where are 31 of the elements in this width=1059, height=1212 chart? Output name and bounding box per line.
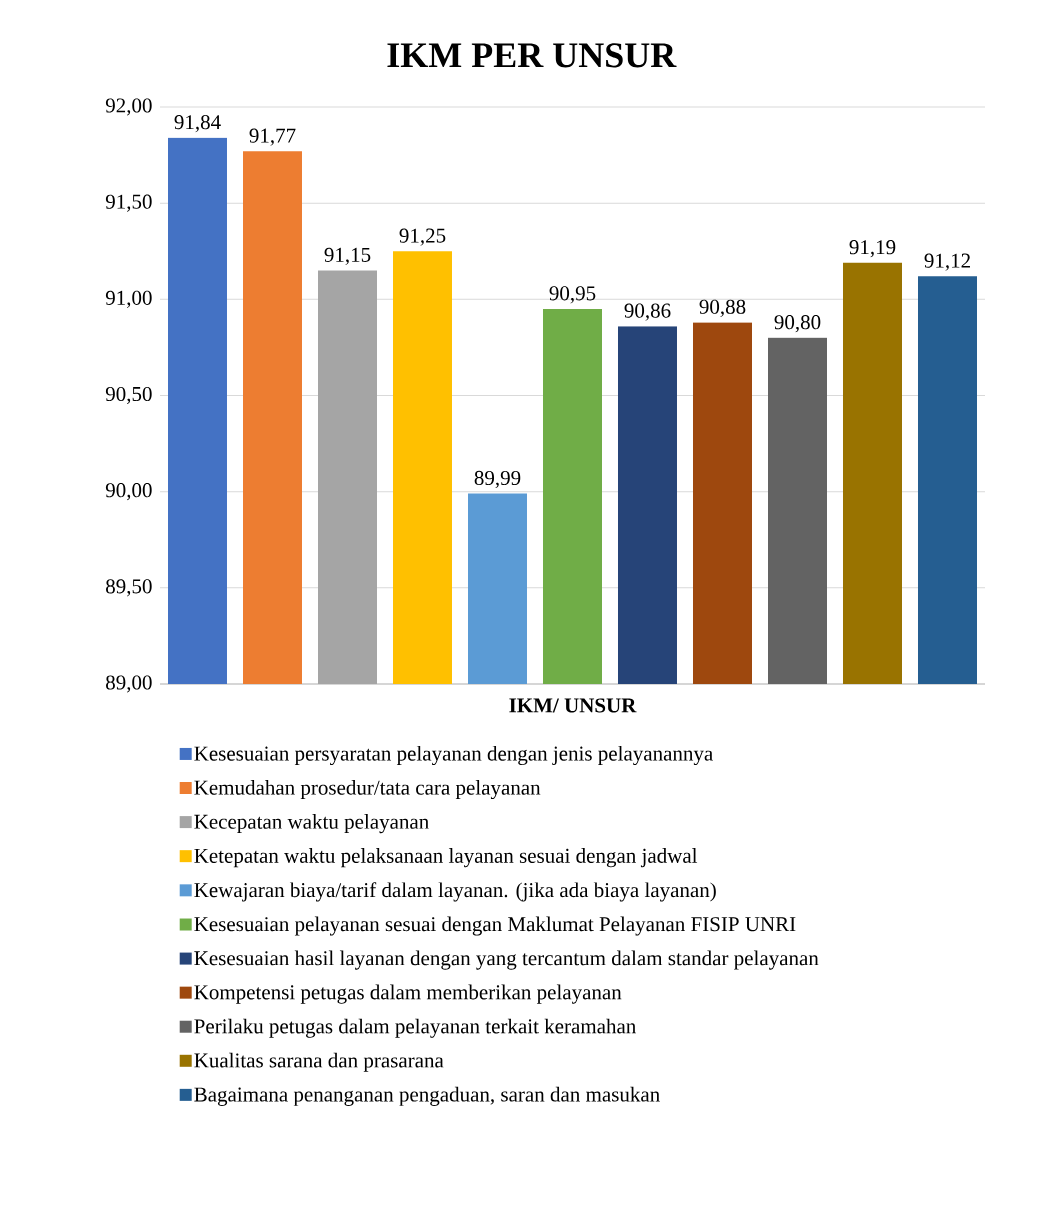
chart-title: IKM PER UNSUR [387, 43, 677, 68]
y-tick-label: 90,00 [105, 483, 152, 501]
legend-label: Kesesuaian pelayanan sesuai dengan Maklumat Pelayanan FISIP UNRI [194, 916, 796, 936]
data-label: 91,84 [174, 115, 221, 133]
y-tick-label: 91,00 [105, 290, 152, 308]
legend-label: Kewajaran biaya/tarif dalam layanan. (jika ada biaya layanan) [194, 882, 716, 902]
y-tick-label: 92,00 [105, 98, 152, 116]
legend-label: Ketepatan waktu pelaksanaan layanan sesuai dengan jadwal [194, 848, 698, 868]
x-axis-title: IKM/ UNSUR [509, 698, 637, 713]
data-label: 90,86 [624, 303, 671, 321]
legend-label: Kesesuaian hasil layanan dengan yang tercantum dalam standar pelayanan [194, 950, 819, 970]
y-tick-label: 90,50 [105, 386, 152, 405]
legend-label: Perilaku petugas dalam pelayanan terkait keramahan [194, 1018, 636, 1038]
legend-label: Bagaimana penanganan pengaduan, saran dan masukan [194, 1086, 660, 1106]
y-tick-label: 89,00 [106, 675, 152, 693]
data-label: 91,12 [924, 253, 970, 271]
y-tick-label: 91,50 [105, 194, 152, 212]
data-label: 90,80 [774, 315, 821, 333]
data-label: 89,99 [474, 470, 521, 489]
legend-label: Kesesuaian persyaratan pelayanan dengan jenis pelayanannya [194, 745, 713, 766]
data-label: 90,88 [699, 299, 746, 317]
legend-label: Kemudahan prosedur/tata cara pelayanan [194, 779, 541, 800]
data-label: 91,77 [249, 128, 296, 146]
data-label: 90,95 [549, 286, 596, 304]
legend-label: Kecepatan waktu pelayanan [194, 814, 429, 834]
data-label: 91,25 [399, 228, 446, 246]
legend-label: Kualitas sarana dan prasarana [194, 1052, 444, 1072]
data-label: 91,15 [324, 247, 371, 265]
y-tick-label: 89,50 [106, 579, 152, 597]
legend-label: Kompetensi petugas dalam memberikan pelayanan [194, 984, 622, 1004]
data-label: 91,19 [849, 240, 896, 258]
